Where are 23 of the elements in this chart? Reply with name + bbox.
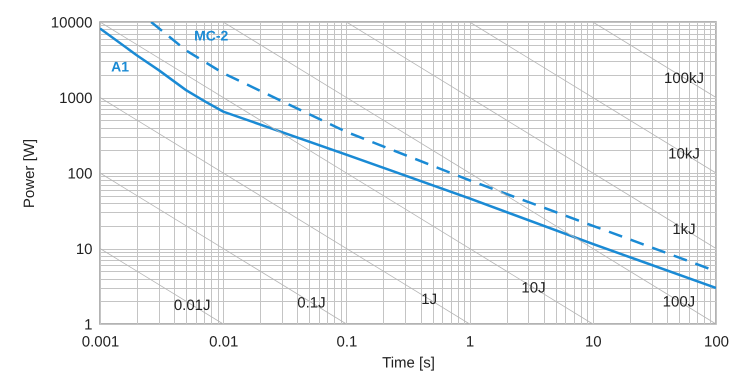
- x-tick-label: 10: [584, 334, 602, 350]
- series-label: MC-2: [194, 27, 229, 44]
- x-axis-title: Time [s]: [382, 354, 435, 372]
- annotation: 1kJ: [672, 220, 696, 238]
- annotation: 0.01J: [174, 296, 211, 314]
- annotation: 1J: [421, 291, 438, 308]
- x-tick-label: 0.001: [82, 334, 120, 350]
- x-tick-label: 1: [466, 334, 474, 350]
- y-axis-title: Power [W]: [20, 138, 38, 208]
- y-tick-label: 1000: [59, 90, 92, 107]
- y-tick-label: 10: [76, 241, 92, 258]
- annotation: 10J: [521, 280, 546, 297]
- x-tick-label: 0.1: [336, 334, 358, 350]
- annotation: 100J: [662, 293, 696, 310]
- series-label: A1: [111, 58, 130, 74]
- y-tick-label: 1: [84, 316, 92, 334]
- annotation: 100kJ: [664, 70, 704, 87]
- y-tick-label: 10000: [50, 14, 92, 32]
- x-tick-label: 0.01: [209, 334, 238, 350]
- annotation: 0.1J: [297, 294, 326, 312]
- x-tick-label: 100: [704, 334, 730, 350]
- y-tick-label: 100: [67, 166, 92, 182]
- annotation: 10kJ: [668, 145, 700, 162]
